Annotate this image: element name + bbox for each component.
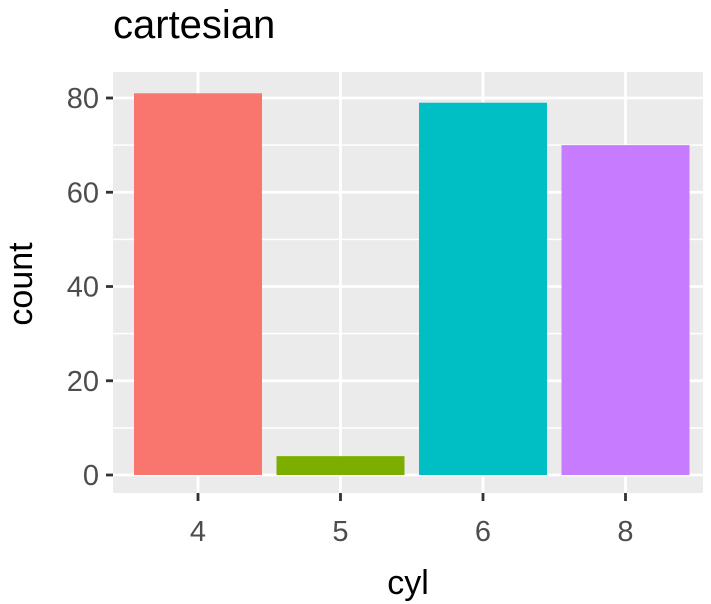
chart-title: cartesian	[113, 3, 275, 47]
x-tick-label: 8	[617, 516, 633, 548]
x-axis-label: cyl	[387, 564, 429, 602]
bar-5	[276, 456, 405, 475]
bars	[134, 93, 690, 476]
y-axis-label: count	[2, 242, 40, 326]
x-axis: 4 5 6 8	[190, 493, 634, 548]
x-tick-label: 4	[190, 516, 206, 548]
x-tick-label: 6	[475, 516, 491, 548]
y-axis: 0 20 40 60 80	[67, 83, 113, 492]
y-tick-label: 40	[67, 272, 99, 304]
y-tick-label: 20	[67, 366, 99, 398]
bar-6	[419, 102, 547, 476]
y-tick-label: 80	[67, 83, 99, 115]
y-tick-label: 0	[83, 460, 99, 492]
bar-8	[561, 145, 690, 475]
bar-4	[134, 93, 262, 475]
x-tick-label: 5	[332, 516, 348, 548]
y-tick-label: 60	[67, 177, 99, 209]
